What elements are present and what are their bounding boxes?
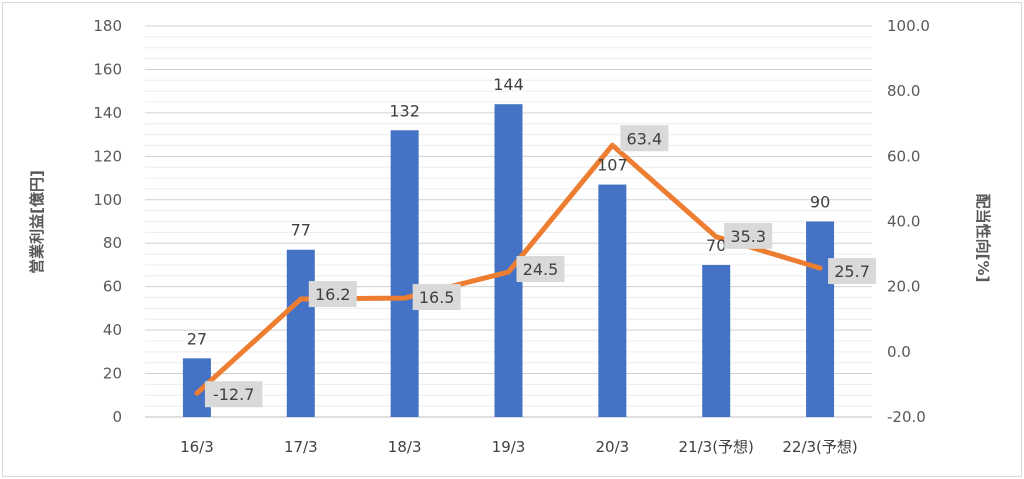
- left-tick-label: 80: [103, 234, 122, 252]
- left-tick-label: 40: [103, 321, 122, 339]
- bar: [702, 264, 731, 417]
- right-tick-label: 40.0: [887, 213, 920, 231]
- left-tick-label: 140: [93, 104, 122, 122]
- category-label: 18/3: [388, 438, 422, 456]
- line-value-label: 16.2: [315, 285, 351, 304]
- line-value-label: -12.7: [213, 385, 254, 404]
- line-value-label: 63.4: [627, 129, 663, 148]
- left-tick-label: 0: [112, 408, 122, 426]
- bar-value-label: 77: [291, 221, 311, 240]
- category-label: 17/3: [284, 438, 318, 456]
- bar-value-label: 70: [706, 236, 726, 255]
- line-value-label: 35.3: [730, 227, 766, 246]
- line-label-box: [204, 381, 263, 408]
- right-tick-label: 80.0: [887, 82, 920, 100]
- right-tick-label: 20.0: [887, 278, 920, 296]
- bar: [286, 249, 315, 417]
- category-label: 19/3: [492, 438, 526, 456]
- left-tick-label: 120: [93, 147, 122, 165]
- line-value-label: 25.7: [834, 262, 870, 281]
- line-series: [194, 142, 823, 396]
- line-label-box: [828, 258, 877, 285]
- line-value-label: 24.5: [523, 260, 559, 279]
- line-value-label: 16.5: [419, 288, 455, 307]
- bar-value-label: 107: [597, 156, 628, 175]
- bar-data-labels: 27 77 132 144 107 70 90: [187, 75, 831, 348]
- line-label-box: [620, 125, 669, 152]
- left-tick-label: 160: [93, 60, 122, 78]
- category-label: 16/3: [180, 438, 214, 456]
- right-tick-label: 60.0: [887, 147, 920, 165]
- left-tick-label: 60: [103, 278, 122, 296]
- bar-value-label: 144: [493, 75, 524, 94]
- right-axis-ticks: -20.0 0.0 20.0 40.0 60.0 80.0 100.0: [887, 17, 930, 426]
- bar: [390, 130, 419, 417]
- line-label-box: [308, 281, 357, 308]
- line-label-box: [724, 222, 773, 249]
- bar: [806, 221, 835, 417]
- bar-series: [182, 104, 835, 417]
- right-axis-title: 配当性向[%]: [974, 194, 992, 283]
- category-label: 21/3(予想): [679, 438, 754, 456]
- category-label: 20/3: [596, 438, 630, 456]
- left-axis-ticks: 0 20 40 60 80 100 120 140 160 180: [93, 17, 122, 426]
- bar-value-label: 27: [187, 329, 207, 348]
- right-tick-label: -20.0: [887, 408, 926, 426]
- line-label-box: [412, 284, 461, 311]
- bar-value-label: 90: [810, 193, 830, 212]
- right-tick-label: 100.0: [887, 17, 930, 35]
- bar: [598, 184, 627, 417]
- right-tick-label: 0.0: [887, 343, 911, 361]
- category-label: 22/3(予想): [782, 438, 857, 456]
- left-tick-label: 20: [103, 365, 122, 383]
- line-label-box: [516, 256, 565, 283]
- bar-value-label: 132: [389, 101, 420, 120]
- category-axis: 16/3 17/3 18/3 19/3 20/3 21/3(予想) 22/3(予想): [180, 438, 858, 456]
- left-tick-label: 100: [93, 191, 122, 209]
- left-tick-label: 180: [93, 17, 122, 35]
- line-data-labels: -12.7 16.2 16.5 24.5 63.4 35.3 25.7: [204, 125, 877, 408]
- left-axis-title: 営業利益[億円]: [28, 170, 46, 274]
